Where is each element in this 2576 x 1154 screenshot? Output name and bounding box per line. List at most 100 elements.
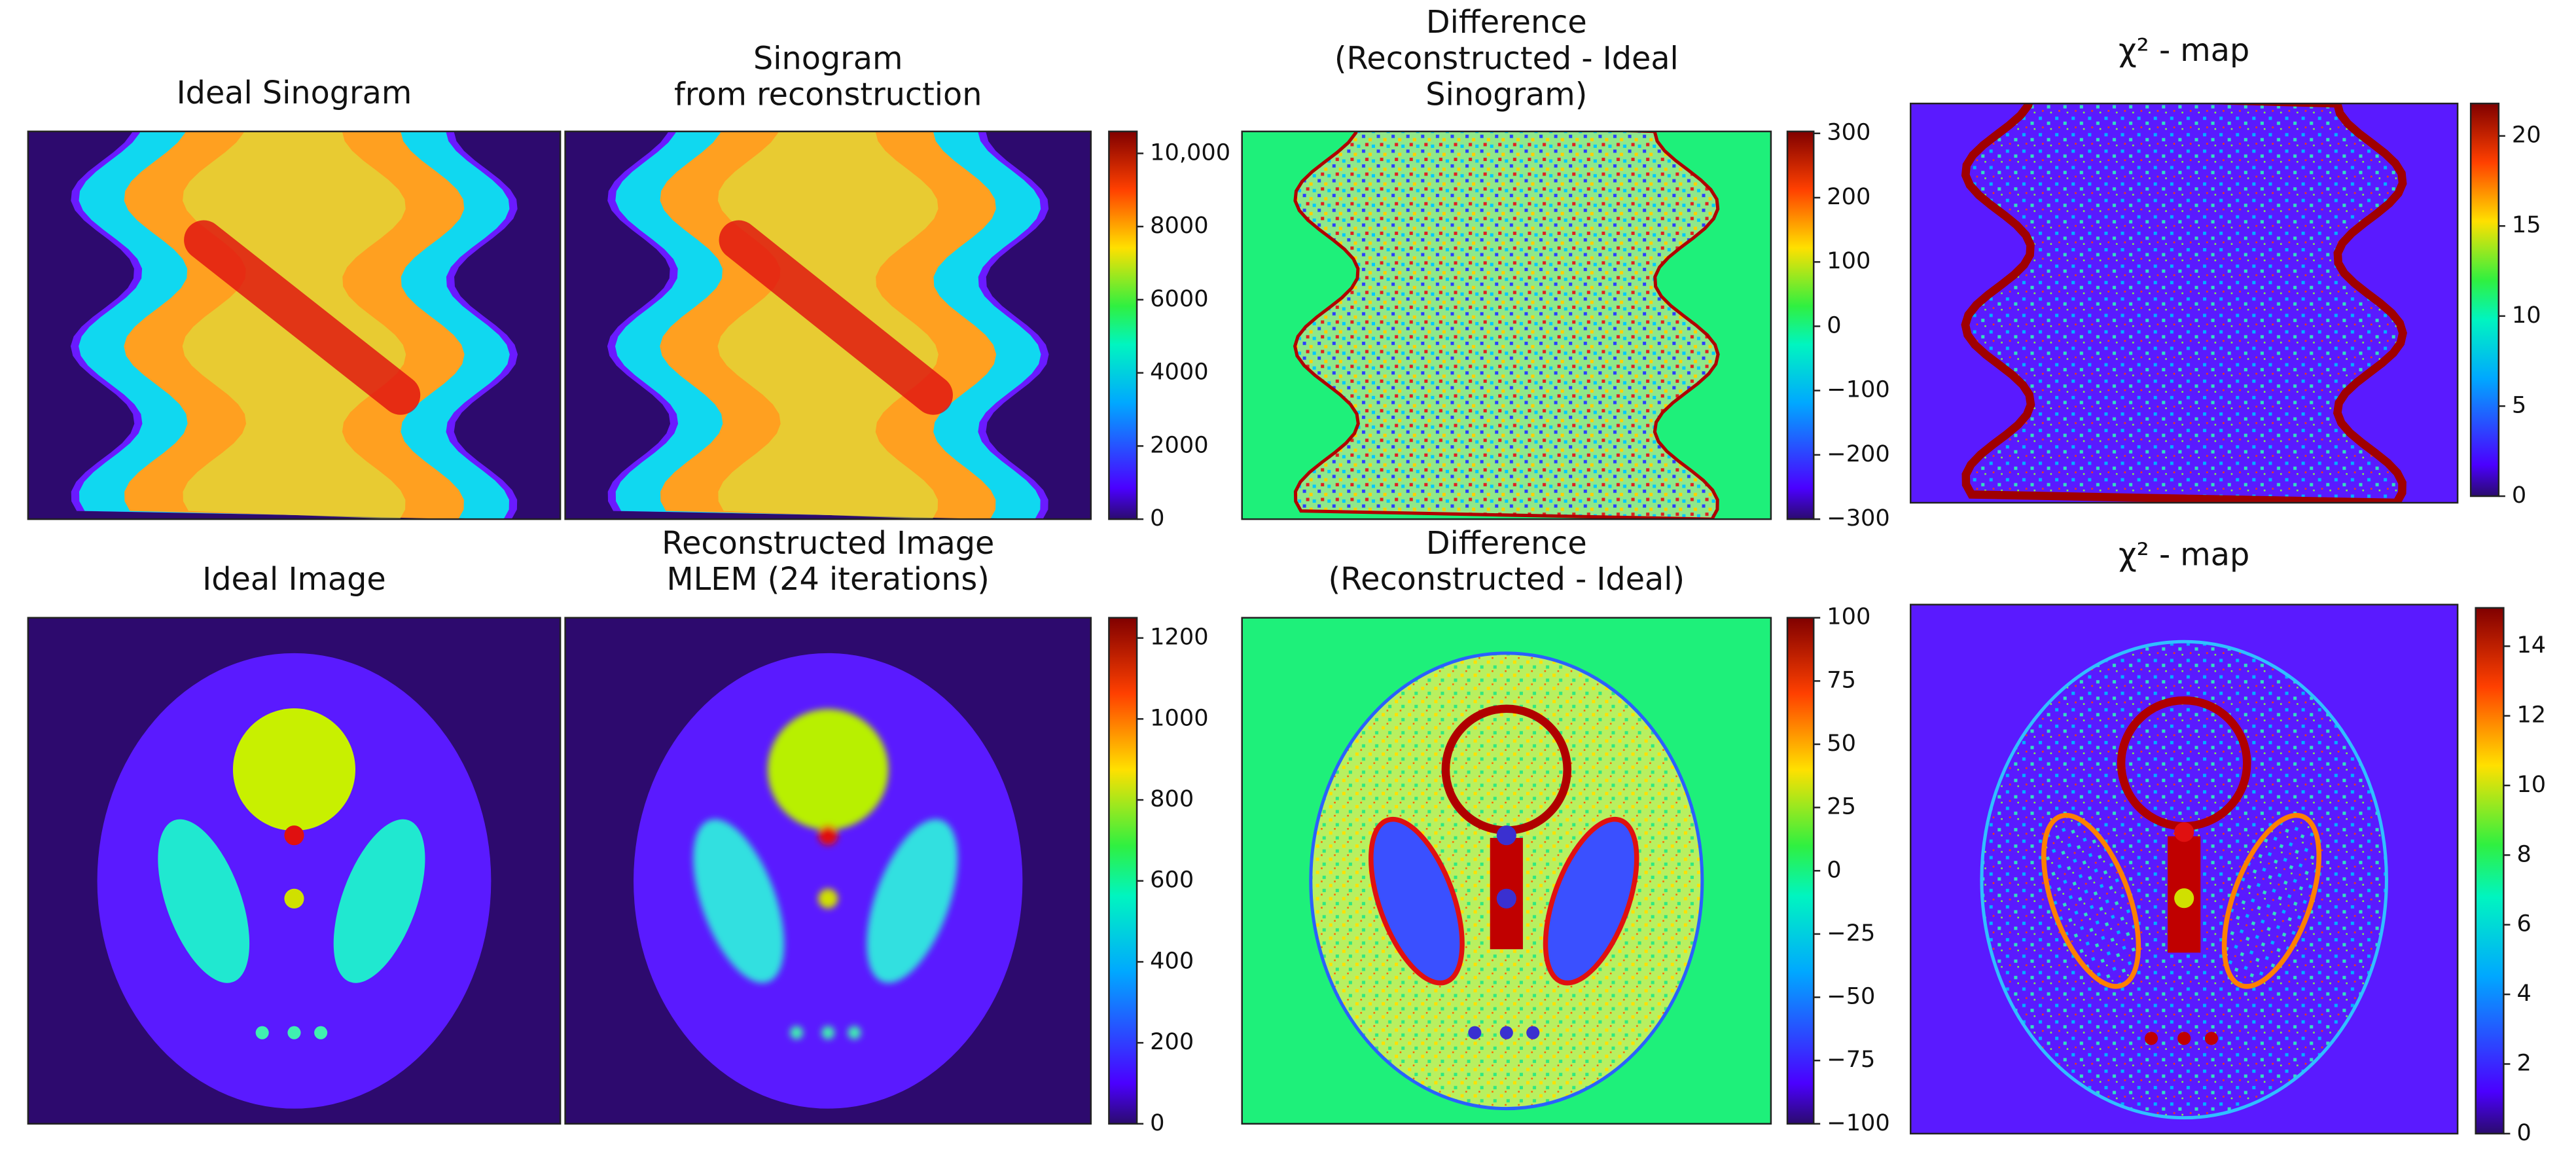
difference-band <box>1293 131 1720 520</box>
phantom-dot <box>848 1026 861 1039</box>
panel-title: χ² - map <box>2119 537 2249 573</box>
heatmap-image <box>27 617 561 1124</box>
colorbar-tick-label: 75 <box>1827 666 1856 693</box>
colorbar-tick-label: 15 <box>2512 211 2541 238</box>
phantom-dot <box>2144 1032 2158 1045</box>
phantom-features <box>158 708 425 1039</box>
colorbar-tick-label: 4000 <box>1150 359 1208 386</box>
phantom-lobe <box>1368 816 1465 986</box>
colorbar-tick-label: −200 <box>1827 441 1889 467</box>
colorbar-tick-label: 25 <box>1827 793 1856 820</box>
phantom-lobe <box>158 819 250 983</box>
phantom-dot <box>287 1026 301 1039</box>
colorbar-tick-label: 10 <box>2516 771 2546 798</box>
colorbar-tick-label: 10 <box>2512 302 2541 329</box>
colorbar-tick-label: −100 <box>1827 1109 1889 1136</box>
phantom-lobe <box>1543 816 1639 986</box>
colorbar-tick-label: 400 <box>1150 947 1194 974</box>
phantom-dot <box>1526 1026 1540 1039</box>
colorbar-tick-label: 1000 <box>1150 704 1208 731</box>
sinogram-stripe <box>719 220 953 415</box>
colorbar-tick-label: −25 <box>1827 920 1875 947</box>
image-frame <box>27 130 562 520</box>
colorbar-tick-label: 0 <box>1150 505 1164 532</box>
phantom-dot <box>255 1026 269 1039</box>
colorbar-tick-label: 20 <box>2512 122 2541 149</box>
panel-title: (Reconstructed - Ideal) <box>1329 562 1685 598</box>
panel-title: Ideal Sinogram <box>177 75 412 111</box>
colorbar-tick-label: 100 <box>1827 247 1870 274</box>
phantom-body <box>634 653 1023 1109</box>
colorbar <box>2475 607 2505 1135</box>
colorbar-tick-label: −300 <box>1827 505 1889 532</box>
phantom-head <box>767 709 889 831</box>
colorbar-tick-label: 2 <box>2516 1049 2531 1076</box>
phantom-features <box>2041 696 2322 1045</box>
colorbar-tick-label: 0 <box>1827 856 1841 883</box>
phantom-dot <box>818 825 838 846</box>
phantom-lobe <box>2221 812 2322 989</box>
colorbar-tick-label: 200 <box>1150 1028 1194 1055</box>
panel-title: MLEM (24 iterations) <box>667 562 990 598</box>
phantom-lobe <box>867 819 958 983</box>
phantom-dot <box>2174 822 2194 842</box>
colorbar-tick-label: 0 <box>2516 1119 2531 1146</box>
colorbar-tick-label: 6 <box>2516 911 2531 937</box>
colorbar-tick-label: 5 <box>2512 391 2526 418</box>
phantom-dot <box>314 1026 328 1039</box>
phantom-dot <box>2177 1032 2191 1045</box>
colorbar <box>1786 617 1815 1125</box>
image-frame <box>564 130 1092 520</box>
phantom-dot <box>2204 1032 2219 1045</box>
heatmap-image <box>1910 103 2458 503</box>
colorbar-tick-label: 2000 <box>1150 431 1208 458</box>
phantom-dot <box>1499 1026 1513 1039</box>
heatmap-image <box>1242 131 1771 520</box>
colorbar-tick-label: 100 <box>1827 604 1870 630</box>
sinogram-stripe <box>184 220 421 415</box>
phantom-body <box>97 653 492 1109</box>
colorbar-tick-label: 800 <box>1150 785 1194 812</box>
panel-title: Difference <box>1426 526 1587 562</box>
phantom-features <box>1368 704 1639 1039</box>
phantom-dot <box>1468 1026 1482 1039</box>
panel-title: χ² - map <box>2119 33 2249 69</box>
colorbar-tick-label: 50 <box>1827 730 1856 757</box>
phantom-lobe <box>2041 812 2141 989</box>
phantom-head <box>2117 696 2251 831</box>
image-frame <box>1910 604 2459 1135</box>
colorbar-tick-label: 14 <box>2516 632 2546 658</box>
colorbar-tick-label: 0 <box>1827 312 1841 338</box>
heatmap-image <box>565 617 1091 1124</box>
image-frame <box>1241 617 1772 1125</box>
colorbar-tick-label: 10,000 <box>1150 139 1230 166</box>
image-frame <box>27 617 562 1125</box>
colorbar-tick-label: 1200 <box>1150 624 1208 651</box>
colorbar <box>1786 130 1815 520</box>
colorbar-tick-label: 8 <box>2516 840 2531 867</box>
panel-title: (Reconstructed - Ideal <box>1334 41 1679 77</box>
image-frame <box>564 617 1092 1125</box>
panel-title: from reconstruction <box>674 77 982 113</box>
colorbar-tick-label: 4 <box>2516 980 2531 1007</box>
heatmap-image <box>27 131 561 520</box>
phantom-dot <box>789 1026 804 1039</box>
colorbar <box>2469 102 2500 497</box>
colorbar-tick-label: 0 <box>2512 482 2526 509</box>
heatmap-image <box>1242 617 1771 1124</box>
heatmap-image <box>1910 604 2458 1134</box>
colorbar-tick-label: 300 <box>1827 119 1870 146</box>
colorbar-tick-label: −50 <box>1827 983 1875 1010</box>
phantom-dot <box>818 888 838 909</box>
phantom-head <box>232 708 355 831</box>
phantom-dot <box>284 888 304 909</box>
phantom-head <box>1441 704 1572 835</box>
colorbar-tick-label: 6000 <box>1150 285 1208 312</box>
phantom-dot <box>1496 825 1516 846</box>
phantom-dot <box>821 1026 835 1039</box>
colorbar-tick-label: 12 <box>2516 702 2546 729</box>
colorbar <box>1108 130 1138 520</box>
phantom-dot <box>1496 888 1516 909</box>
